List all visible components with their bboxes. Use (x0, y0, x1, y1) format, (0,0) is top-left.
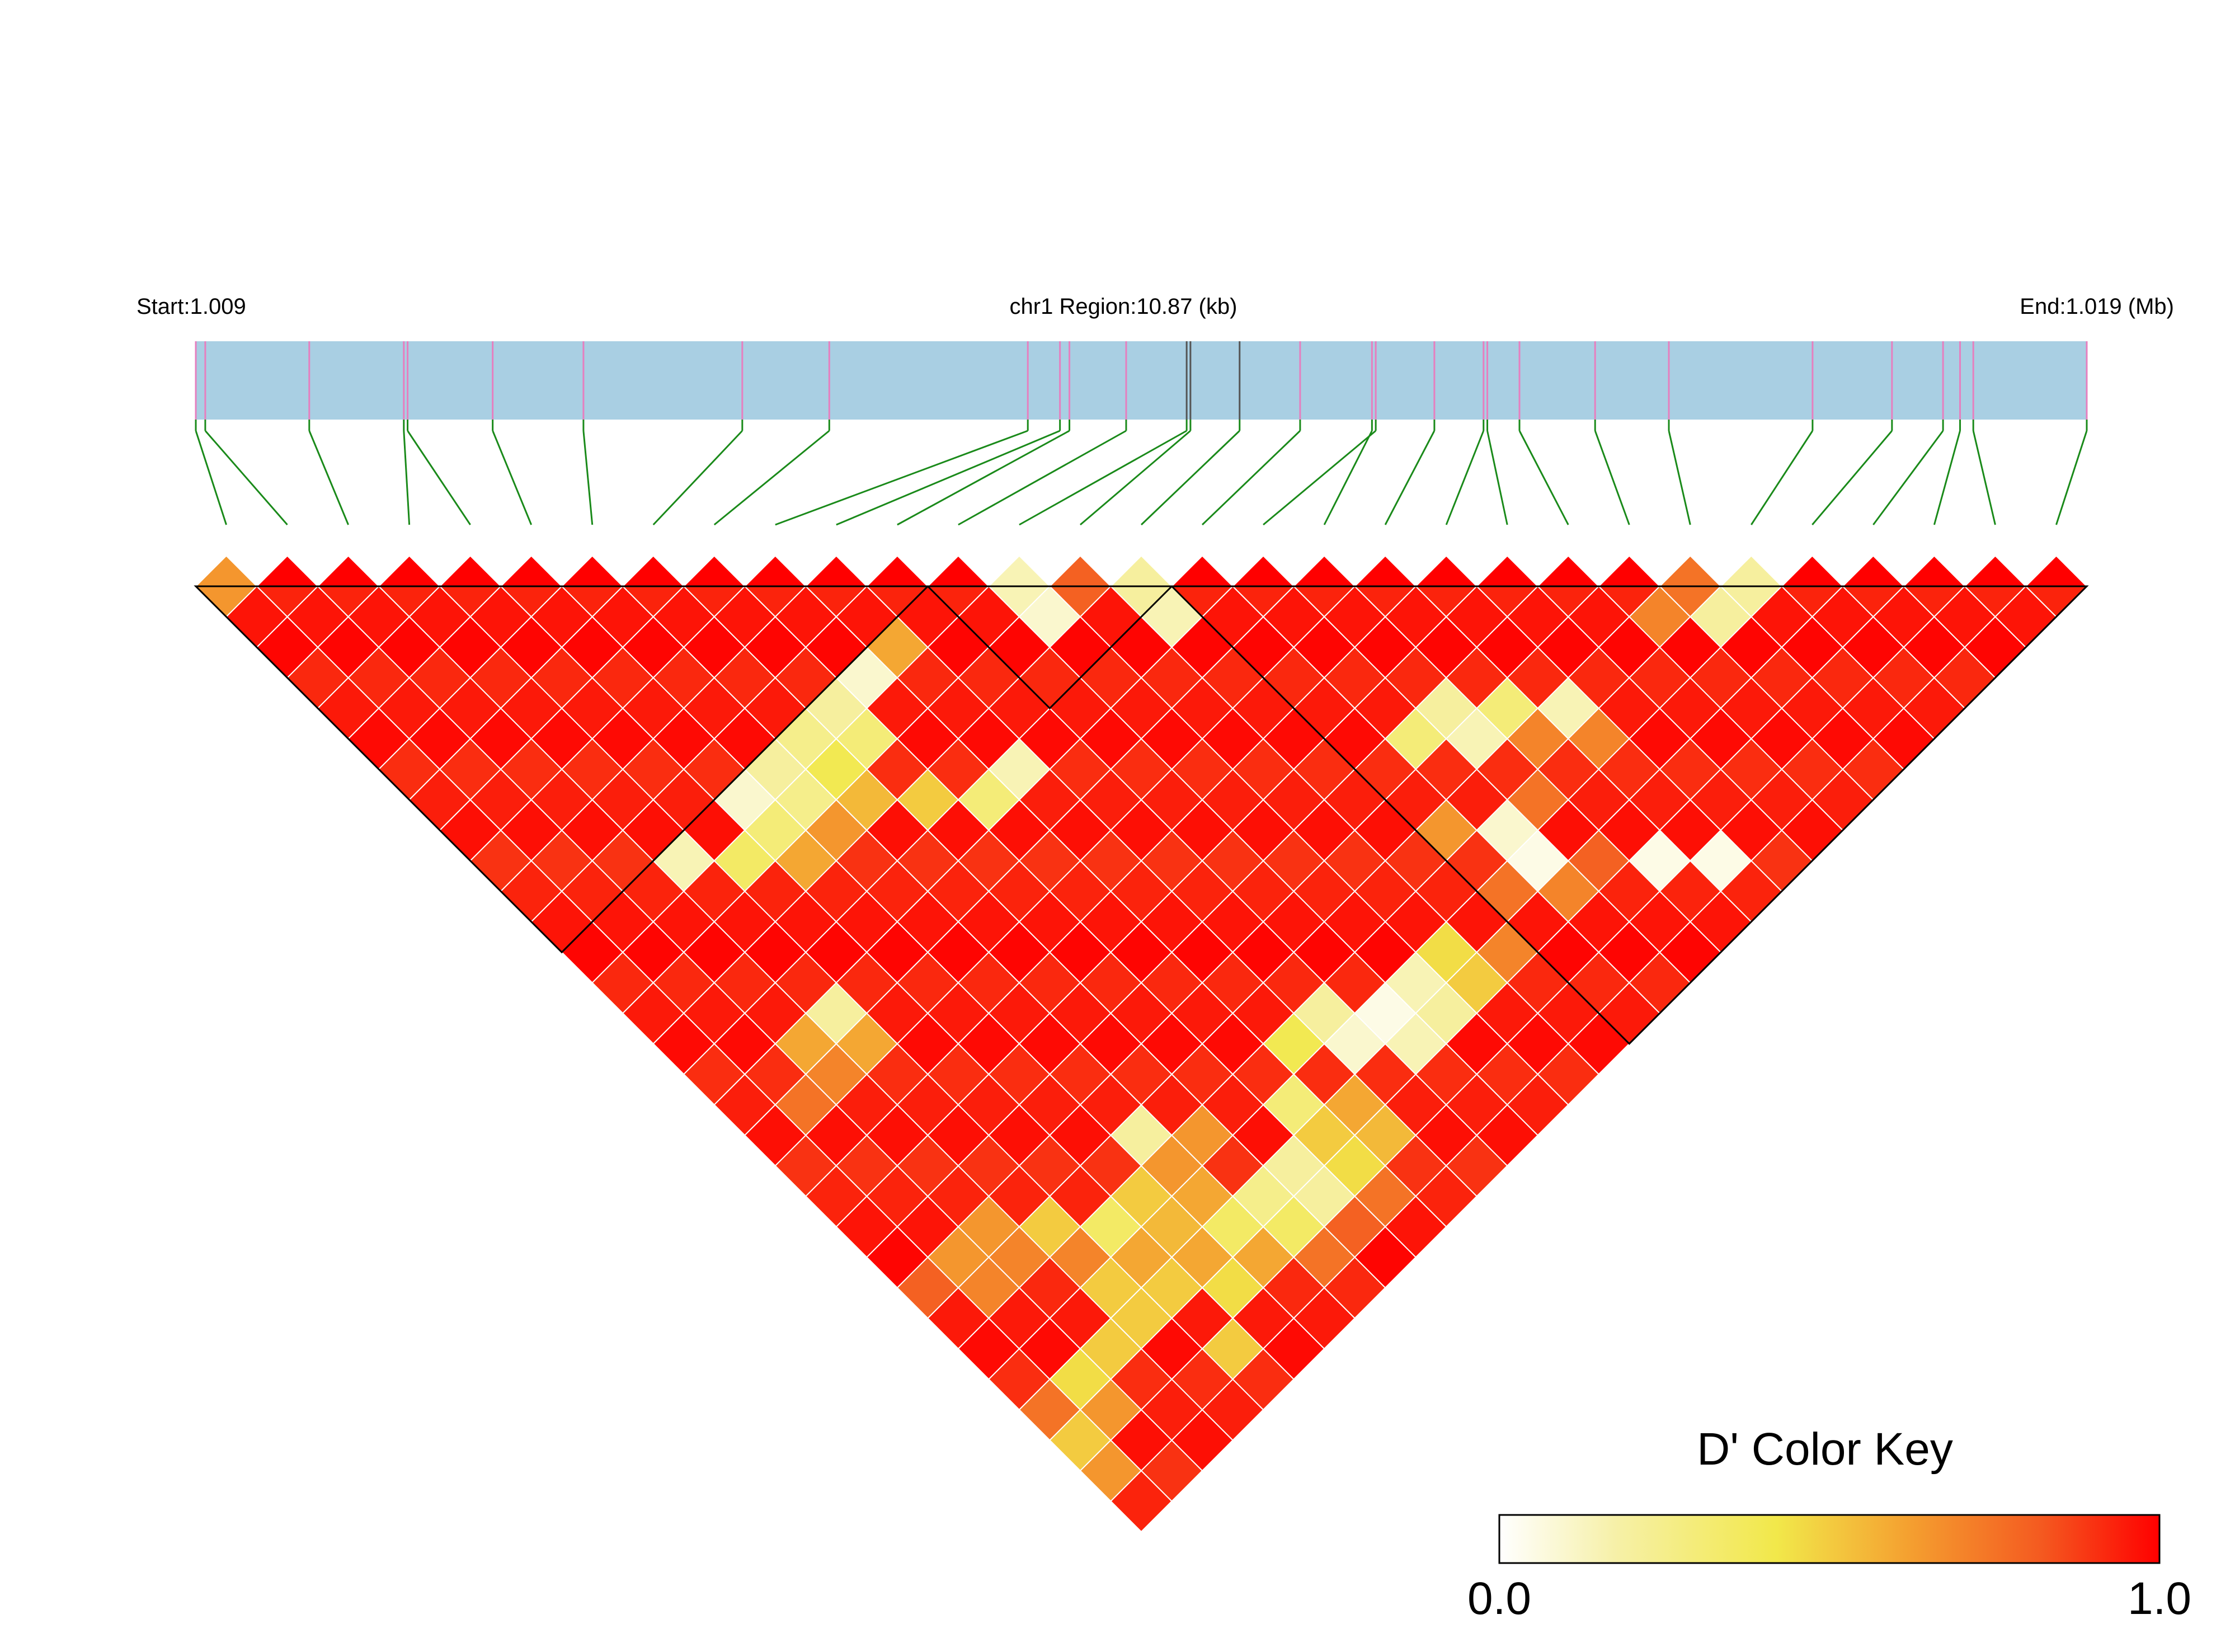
end-label: End:1.019 (Mb) (2020, 294, 2174, 319)
snp-connector (1668, 430, 1691, 525)
ld-top-diamond (865, 555, 929, 587)
ld-top-diamond (1719, 555, 1784, 587)
snp-connector (775, 430, 1028, 526)
snp-connector (1933, 430, 1961, 525)
snp-connector (1323, 430, 1373, 525)
haplotype-block-outline (1169, 585, 2089, 1045)
ld-top-diamond (1475, 555, 1540, 587)
snp-track-bar (196, 341, 2087, 420)
legend-color-bar (1498, 1514, 2161, 1564)
snp-connector (1518, 430, 1569, 525)
ld-top-diamond (377, 555, 441, 587)
ld-top-diamond (926, 555, 990, 587)
region-label: chr1 Region:10.87 (kb) (1010, 294, 1238, 319)
color-key-legend: D' Color Key 0.0 1.0 (1467, 1424, 2191, 1624)
snp-connector (308, 430, 349, 525)
snp-connector (2055, 430, 2088, 525)
snp-connector (1811, 430, 1893, 525)
snp-connector (1751, 430, 1814, 525)
haplotype-block-outline (194, 585, 930, 954)
ld-top-diamond (499, 555, 563, 587)
ld-top-diamond (1414, 555, 1479, 587)
legend-min-label: 0.0 (1467, 1573, 1531, 1624)
snp-track (195, 341, 2088, 420)
ld-top-diamond (1231, 555, 1295, 587)
ld-top-diamond (2024, 555, 2088, 587)
snp-connector (407, 430, 471, 525)
snp-connector (836, 430, 1061, 526)
snp-connector (1972, 430, 1996, 525)
snp-connector (1594, 430, 1630, 525)
ld-top-diamond (560, 555, 624, 587)
ld-top-diamond (1292, 555, 1357, 587)
ld-top-diamond (316, 555, 380, 587)
snp-connector (652, 430, 743, 526)
ld-top-diamond (194, 555, 258, 587)
ld-top-diamond (743, 555, 807, 587)
snp-connector (492, 430, 533, 525)
ld-top-diamond (1536, 555, 1601, 587)
snp-connector (403, 430, 411, 525)
ld-top-diamond (1780, 555, 1845, 587)
ld-top-diamond (1597, 555, 1662, 587)
snp-connector (1140, 430, 1240, 526)
ld-top-diamond (804, 555, 868, 587)
ld-top-diamond (1170, 555, 1234, 587)
snp-connector (1019, 430, 1187, 526)
ld-top-diamond (1048, 555, 1112, 587)
ld-heatmap-cells (194, 555, 2088, 1533)
snp-connector (1872, 430, 1944, 525)
ld-top-diamond (682, 555, 746, 587)
snp-connector (897, 430, 1070, 526)
ld-top-diamond (1109, 555, 1173, 587)
ld-top-diamond (1963, 555, 2027, 587)
snp-connectors (195, 420, 2088, 526)
ld-top-diamond (621, 555, 685, 587)
ld-top-diamond (255, 555, 319, 587)
snp-connector (1445, 430, 1485, 525)
ld-top-diamond (1353, 555, 1418, 587)
snp-connector (1263, 430, 1377, 526)
snp-connector (1201, 430, 1301, 526)
ld-top-diamond (1902, 555, 1966, 587)
start-label: Start:1.009 (137, 294, 246, 319)
ld-top-diamond (1841, 555, 1905, 587)
snp-connector (1079, 430, 1191, 526)
snp-connector (204, 430, 288, 525)
ld-top-diamond (987, 555, 1051, 587)
snp-connector (958, 430, 1127, 526)
ld-top-diamond (438, 555, 502, 587)
ld-top-diamond (1658, 555, 1723, 587)
snp-connector (195, 430, 227, 525)
snp-connector (713, 430, 830, 526)
legend-title: D' Color Key (1697, 1424, 1953, 1475)
snp-connector (1486, 430, 1508, 525)
legend-max-label: 1.0 (2128, 1573, 2191, 1624)
haplotype-block-outline (925, 585, 1174, 710)
haplotype-blocks (194, 585, 2089, 1045)
snp-connector (582, 430, 594, 525)
snp-connector (1384, 430, 1436, 525)
